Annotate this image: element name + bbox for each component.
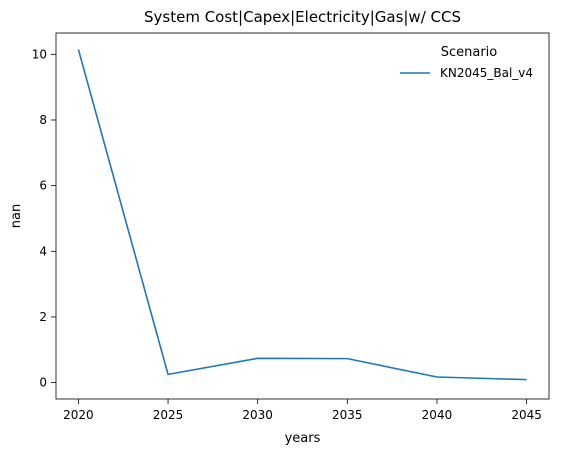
x-tick-label: 2030 xyxy=(242,408,273,422)
y-tick-label: 6 xyxy=(39,179,47,193)
y-axis-label: nan xyxy=(9,204,24,228)
y-tick-label: 0 xyxy=(39,376,47,390)
y-tick-label: 2 xyxy=(39,310,47,324)
x-tick-label: 2040 xyxy=(422,408,453,422)
x-axis-label: years xyxy=(285,431,321,446)
axes-frame xyxy=(55,32,550,400)
legend-label: KN2045_Bal_v4 xyxy=(440,66,533,80)
x-tick-label: 2045 xyxy=(511,408,542,422)
x-axis-ticks: 2020 2025 2030 2035 2040 2045 xyxy=(63,399,542,422)
series-lines xyxy=(77,49,527,381)
x-tick-label: 2025 xyxy=(153,408,184,422)
x-tick-label: 2035 xyxy=(332,408,363,422)
y-axis-ticks: 0 2 4 6 8 10 xyxy=(32,47,56,390)
legend-title: Scenario xyxy=(441,45,498,60)
x-tick-label: 2020 xyxy=(63,408,94,422)
series-line xyxy=(77,49,527,381)
chart-title: System Cost|Capex|Electricity|Gas|w/ CCS xyxy=(144,8,461,26)
legend: Scenario KN2045_Bal_v4 xyxy=(400,45,533,80)
legend-items: KN2045_Bal_v4 xyxy=(400,66,533,80)
y-tick-label: 10 xyxy=(32,47,47,61)
y-tick-label: 4 xyxy=(39,244,47,258)
y-tick-label: 8 xyxy=(39,113,47,127)
plot-area: 2020 2025 2030 2035 2040 2045 0 2 4 6 8 10 xyxy=(32,32,550,422)
